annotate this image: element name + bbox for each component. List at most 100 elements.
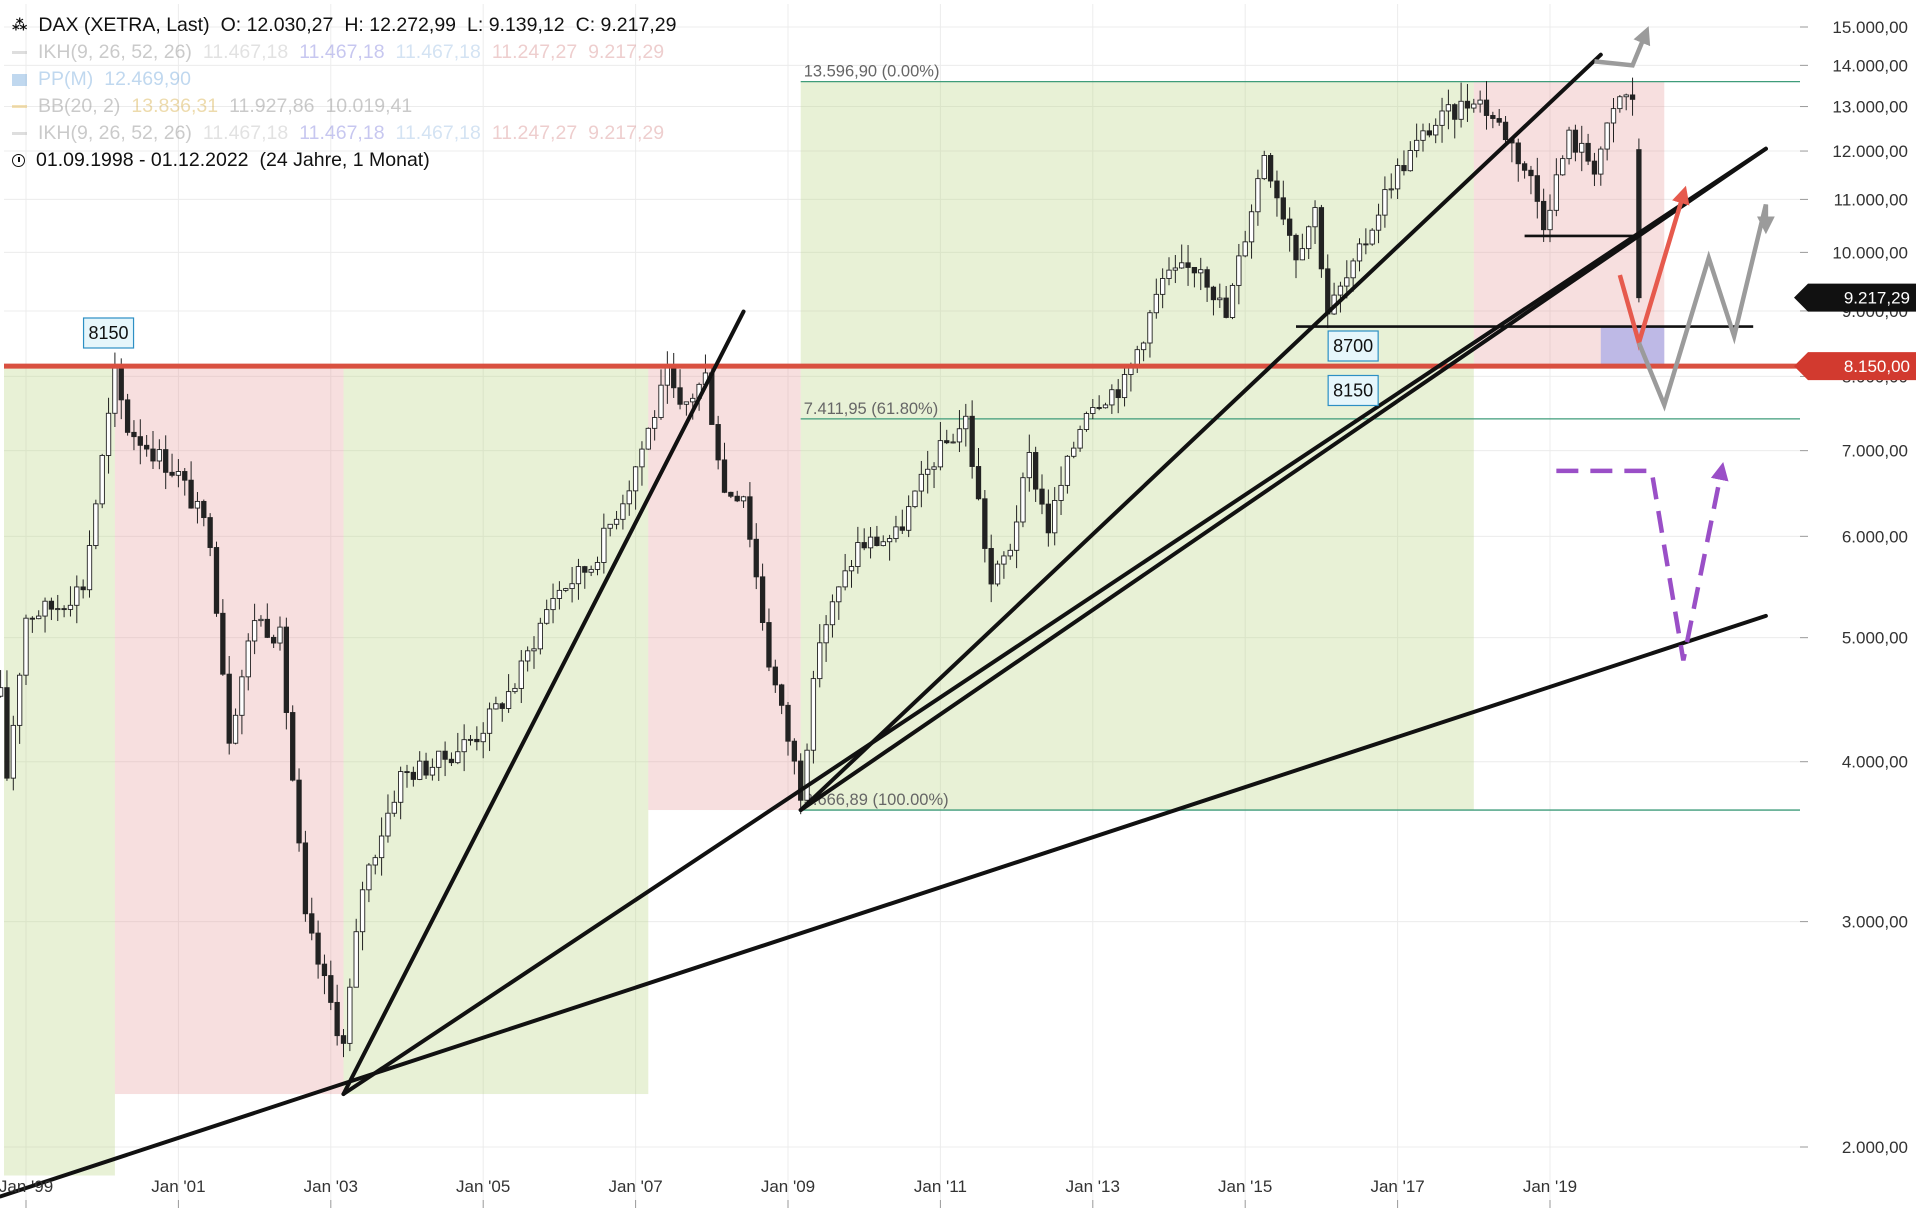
candle-body[interactable] [1045,503,1052,534]
candle-body[interactable] [163,449,169,473]
candle-body[interactable] [1433,124,1439,136]
candle-body[interactable] [988,548,994,585]
candle-body[interactable] [290,712,296,781]
candle-body[interactable] [607,523,613,529]
trendline[interactable] [341,309,746,1097]
candle-body[interactable] [525,650,531,662]
candle-body[interactable] [105,412,112,456]
candle-body[interactable] [740,496,747,502]
candle-body[interactable] [563,588,569,591]
candle-body[interactable] [1102,404,1109,409]
candle-body[interactable] [1058,484,1064,501]
candle-body[interactable] [315,932,321,965]
candle-body[interactable] [512,687,518,693]
candle-body[interactable] [556,589,563,599]
candle-body[interactable] [1166,269,1172,279]
candle-body[interactable] [944,440,950,444]
candle-body[interactable] [1121,374,1128,399]
candle-body[interactable] [759,576,766,623]
candle-body[interactable] [1026,452,1032,479]
candle-body[interactable] [245,640,251,678]
candle-body[interactable] [359,889,366,933]
candle-body[interactable] [1477,99,1483,105]
candle-body[interactable] [1560,158,1566,176]
candle-body[interactable] [1388,188,1394,191]
candle-body[interactable] [1229,284,1236,318]
candle-body[interactable] [1071,447,1077,457]
candle-body[interactable] [1426,130,1433,136]
candle-body[interactable] [118,367,124,401]
candle-body[interactable] [486,708,493,734]
candle-body[interactable] [239,676,245,716]
candle-body[interactable] [277,626,283,644]
candle-body[interactable] [1337,285,1344,296]
candle-body[interactable] [1013,521,1020,551]
candle-body[interactable] [1540,200,1547,231]
candle-body[interactable] [1274,180,1280,199]
candle-body[interactable] [1185,262,1191,268]
candle-body[interactable] [328,975,334,1003]
candle-body[interactable] [912,490,918,508]
candle-body[interactable] [1534,175,1540,202]
candle-body[interactable] [1579,142,1585,153]
candle-body[interactable] [1363,243,1369,246]
candle-body[interactable] [156,449,162,462]
candle-body[interactable] [1210,286,1217,301]
candle-body[interactable] [131,431,137,438]
level-box[interactable] [1327,374,1379,407]
candle-body[interactable] [829,601,836,626]
candle-body[interactable] [1172,267,1179,271]
candle-body[interactable] [982,498,988,549]
candle-body[interactable] [258,618,264,622]
indicator-row[interactable]: BB(20, 2) 13.836,31 11.927,86 10.019,41 [12,93,687,120]
level-box[interactable] [82,317,135,349]
candle-body[interactable] [1445,104,1452,112]
candle-body[interactable] [321,963,328,977]
candle-body[interactable] [1096,407,1102,409]
candle-body[interactable] [1242,241,1248,257]
candle-body[interactable] [956,428,963,443]
candle-body[interactable] [1267,155,1274,182]
candle-body[interactable] [785,704,791,742]
scenario-arrow-gray[interactable] [1594,26,1651,68]
candle-body[interactable] [1585,142,1591,162]
candle-body[interactable] [721,459,728,493]
candle-body[interactable] [80,586,86,591]
candle-body[interactable] [1458,100,1464,120]
indicator-row[interactable]: IKH(9, 26, 52, 26) 11.467,18 11.467,18 11.4… [12,120,687,147]
candle-body[interactable] [1439,110,1445,126]
candle-body[interactable] [753,538,759,578]
level-box[interactable] [1327,330,1379,362]
candle-body[interactable] [378,835,385,859]
candle-body[interactable] [683,401,690,405]
candle-body[interactable] [677,387,683,405]
candle-body[interactable] [1134,349,1140,365]
candle-body[interactable] [391,801,397,814]
candle-body[interactable] [347,986,353,1044]
candle-body[interactable] [963,415,969,430]
candle-body[interactable] [23,617,29,676]
candle-body[interactable] [671,365,677,389]
candle-body[interactable] [728,491,734,497]
candle-body[interactable] [645,427,651,450]
candle-body[interactable] [1452,104,1458,120]
candle-body[interactable] [67,604,74,610]
candle-body[interactable] [1115,389,1121,399]
trendline[interactable] [798,146,1768,813]
candle-body[interactable] [1001,555,1007,565]
candle-body[interactable] [429,766,436,776]
candle-body[interactable] [1261,155,1267,180]
candle-body[interactable] [93,503,99,546]
candle-body[interactable] [1598,148,1604,175]
candle-body[interactable] [442,750,448,760]
candle-body[interactable] [632,466,639,492]
candle-body[interactable] [664,365,671,386]
trendline[interactable] [341,146,1768,1097]
candle-body[interactable] [842,570,848,588]
candle-body[interactable] [1280,197,1286,220]
candle-body[interactable] [804,749,810,801]
candle-body[interactable] [1604,122,1610,150]
candle-body[interactable] [124,399,131,433]
candle-body[interactable] [1064,455,1071,486]
